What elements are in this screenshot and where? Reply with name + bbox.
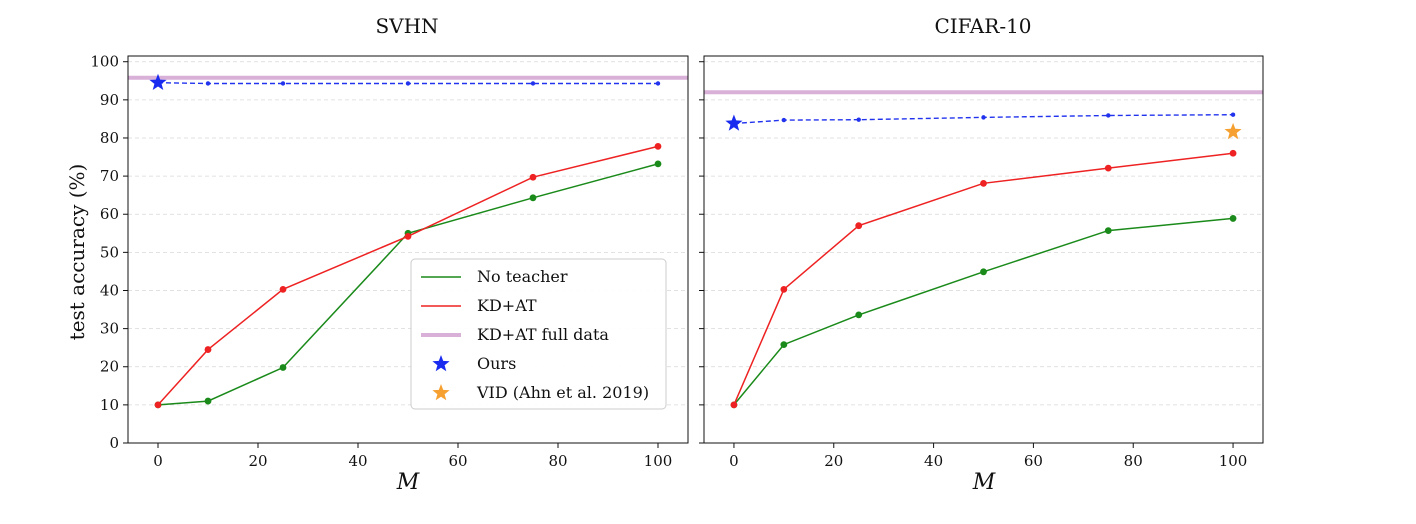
svhn-series-ours-line — [157, 82, 658, 85]
svhn-series-ours-point — [655, 81, 661, 86]
cifar10-ours-star-marker — [725, 114, 743, 131]
legend-label-vid-ahn-et-al-2019: VID (Ahn et al. 2019) — [476, 383, 649, 402]
cifar10-series-kd-at-line — [733, 152, 1234, 406]
svhn-series-ours-point — [205, 81, 211, 86]
cifar10-title: CIFAR-10 — [934, 14, 1031, 38]
cifar10-series-no-teacher-point — [855, 311, 863, 319]
legend-label-kd-at-full-data: KD+AT full data — [477, 325, 609, 344]
svhn-series-kd-at-point — [404, 232, 412, 240]
legend-swatch-ours — [432, 355, 450, 372]
svhn-y-tick-label: 70 — [100, 167, 119, 185]
svhn-y-tick-label: 20 — [100, 358, 119, 376]
cifar10-series-kd-at-point — [855, 222, 863, 230]
cifar10-series-kd-at-point — [1229, 149, 1237, 157]
cifar10-x-tick-label: 80 — [1124, 452, 1143, 470]
svhn-y-axis-label: test accuracy (%) — [65, 164, 89, 341]
svhn-series-ours-point — [405, 81, 411, 86]
legend-label-no-teacher: No teacher — [477, 267, 568, 286]
svhn-series-kd-at-point — [204, 346, 212, 353]
svhn-y-tick-label: 30 — [100, 320, 119, 338]
svhn-y-tick-label: 90 — [100, 91, 119, 109]
svhn-series-no-teacher-point — [529, 194, 537, 202]
cifar10-series-no-teacher-point — [1104, 227, 1112, 235]
cifar10-series-kd-at-point — [1104, 164, 1112, 172]
svhn-series-kd-at-line — [157, 145, 659, 406]
legend: No teacher KD+AT KD+AT full data Ours VID (A… — [410, 258, 667, 410]
cifar10-x-tick-label: 60 — [1024, 452, 1043, 470]
cifar10-series-ours-point — [1230, 112, 1236, 117]
cifar10-series-no-teacher-line — [733, 217, 1234, 406]
cifar10-series-ours-point — [981, 115, 986, 120]
svhn-y-tick-label: 40 — [100, 281, 119, 299]
svhn-y-tick-label: 80 — [100, 129, 119, 147]
svhn-y-tick-label: 60 — [100, 205, 119, 223]
svhn-x-tick-label: 40 — [348, 452, 367, 470]
cifar10-x-tick-label: 40 — [924, 452, 943, 470]
svhn-y-tick-label: 0 — [109, 434, 119, 452]
svhn-series-no-teacher-point — [279, 364, 287, 371]
cifar10-series-no-teacher-point — [1229, 215, 1237, 222]
svhn-y-tick-label: 50 — [100, 243, 119, 261]
svhn-series-kd-at-point — [154, 401, 162, 409]
cifar10-x-tick-label: 0 — [729, 452, 739, 470]
svhn-x-axis-label: M — [396, 470, 420, 495]
cifar10-series-ours-line — [733, 114, 1234, 125]
cifar10-x-tick-label: 20 — [824, 452, 843, 470]
cifar10-series-ours-point — [781, 117, 787, 123]
svhn-series-ours-point — [530, 81, 536, 86]
cifar10-series-kd-at-point — [730, 401, 738, 409]
legend-swatch-vid-ahn-et-al-2019 — [432, 384, 450, 401]
cifar10-vid-star-marker — [1224, 122, 1242, 140]
svhn-y-tick-label: 100 — [90, 53, 119, 71]
cifar10-series-no-teacher-point — [980, 268, 987, 276]
legend-label-ours: Ours — [477, 354, 516, 373]
svhn-plot-frame — [127, 55, 689, 444]
svhn-series-ours-point — [280, 81, 286, 86]
svhn-panel: SVHN test accuracy (%) M 0 10 20 30 40 50 60 70… — [65, 14, 689, 495]
svhn-x-tick-label: 20 — [248, 452, 267, 470]
cifar10-x-tick-label: 100 — [1219, 452, 1248, 470]
svhn-x-tick-label: 0 — [153, 452, 163, 470]
svhn-y-tick-label: 10 — [100, 396, 119, 414]
svhn-ours-star-marker — [149, 73, 167, 90]
legend-label-kd-at: KD+AT — [477, 296, 537, 315]
cifar10-panel: CIFAR-10 M 0 20 40 60 80 100 — [699, 14, 1264, 495]
svhn-x-tick-label: 60 — [448, 452, 467, 470]
svhn-title: SVHN — [375, 14, 438, 38]
svhn-series-kd-at-point — [529, 173, 537, 181]
cifar10-series-kd-at-point — [980, 179, 987, 187]
legend-box — [410, 258, 667, 410]
cifar10-series-kd-at-point — [780, 285, 788, 293]
svhn-x-tick-label: 80 — [548, 452, 567, 470]
cifar10-plot-frame — [703, 55, 1264, 444]
svhn-series-no-teacher-line — [157, 163, 659, 406]
svhn-series-kd-at-point — [654, 142, 662, 150]
cifar10-series-ours-point — [856, 117, 861, 122]
cifar10-series-ours-point — [1106, 113, 1111, 118]
svhn-series-no-teacher-point — [204, 397, 212, 405]
cifar10-series-no-teacher-point — [780, 341, 788, 349]
svhn-series-no-teacher-point — [654, 160, 662, 168]
svhn-x-tick-label: 100 — [644, 452, 673, 470]
svhn-series-kd-at-point — [279, 285, 287, 293]
cifar10-x-axis-label: M — [972, 470, 996, 495]
